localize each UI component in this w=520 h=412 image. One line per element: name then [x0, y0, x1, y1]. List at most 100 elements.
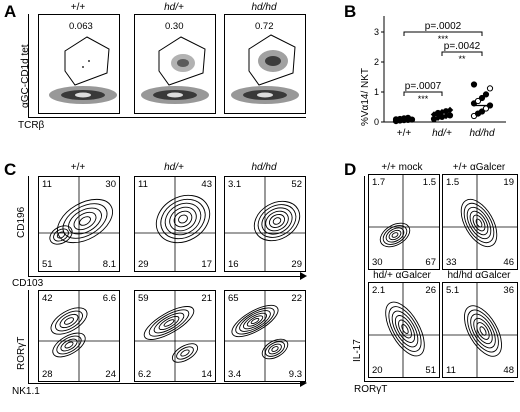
significance-bracket: [403, 91, 443, 96]
panel-a-title-2: hd/+: [164, 2, 184, 13]
quadrant-value-ul: 1.5: [446, 177, 460, 188]
data-point: [478, 108, 486, 115]
panel-c-bottom-yaxis: [28, 290, 29, 384]
quadrant-value-ur: 36: [503, 285, 514, 296]
panel-c-top-xaxis: [28, 276, 304, 277]
contour-graphic: [369, 175, 439, 269]
contour-graphic: [443, 175, 517, 269]
panel-d-xlabel: RORγT: [354, 384, 388, 395]
panel-letter-d: D: [344, 160, 357, 179]
contour-plot: 65 22 3.4 9.3: [224, 290, 306, 382]
quadrant-value-ul: 65: [228, 293, 239, 304]
quadrant-value-ur: 22: [291, 293, 302, 304]
quadrant-value-ur: 52: [291, 179, 302, 190]
contour-graphic: [135, 291, 215, 381]
contour-plot: 2.1 26 20 51: [368, 282, 440, 378]
flow-plot-a2: 0.30: [134, 14, 216, 114]
panel-c-bottom-ylabel: RORγT: [16, 336, 27, 370]
quadrant-value-lr: 67: [425, 257, 436, 268]
panel-d-header-1: +/+ mock: [381, 162, 423, 173]
panel-a-ylabel: αGC-CD1d tet: [20, 44, 31, 108]
quadrant-value-ur: 1.5: [422, 177, 436, 188]
quadrant-value-ul: 2.1: [372, 285, 386, 296]
quadrant-value-ll: 30: [372, 257, 383, 268]
quadrant-value-ul: 5.1: [446, 285, 460, 296]
contour-graphic: [225, 177, 305, 271]
quadrant-value-ur: 6.6: [102, 293, 116, 304]
arrow-icon: [300, 272, 307, 280]
quadrant-value-ur: 43: [201, 179, 212, 190]
gate-value: 0.30: [165, 21, 184, 32]
panel-a-yaxis: [28, 14, 29, 118]
data-point: [446, 106, 454, 114]
quadrant-value-ll: 20: [372, 365, 383, 376]
y-tick-label: 0: [374, 117, 379, 127]
quadrant-value-ul: 42: [42, 293, 53, 304]
panel-letter-b: B: [344, 2, 357, 21]
x-tick-label: hd/+: [432, 128, 452, 139]
quadrant-value-ll: 11: [446, 365, 456, 376]
panel-a-title-1: +/+: [70, 2, 86, 13]
p-value-label: p=.0042: [444, 41, 481, 52]
contour-graphic: [369, 283, 439, 377]
contour-plot: 5.1 36 11 48: [442, 282, 518, 378]
significance-bracket: [403, 31, 483, 36]
contour-graphic: [135, 177, 215, 271]
significance-stars: **: [458, 54, 466, 64]
flow-plot-a3: 0.72: [224, 14, 306, 114]
panel-d-header-3: hd/+ αGalcer: [373, 270, 431, 281]
quadrant-value-ul: 59: [138, 293, 149, 304]
y-tick-label: 1: [374, 87, 379, 97]
panel-d-header-2: +/+ αGalcer: [452, 162, 506, 173]
data-point: [478, 94, 486, 102]
panel-a-title-3: hd/hd: [251, 2, 277, 13]
x-tick-label: +/+: [397, 128, 412, 139]
quadrant-value-lr: 8.1: [102, 259, 116, 270]
panel-a-xaxis: [28, 117, 306, 118]
quadrant-value-ul: 1.7: [372, 177, 386, 188]
quadrant-value-ur: 21: [201, 293, 212, 304]
contour-graphic: [225, 291, 305, 381]
panel-letter-a: A: [4, 2, 17, 21]
quadrant-value-ll: 28: [42, 369, 53, 380]
quadrant-value-ll: 29: [138, 259, 149, 270]
flow-density-graphic: [49, 36, 117, 104]
quadrant-value-ul: 11: [138, 179, 148, 190]
quadrant-value-lr: 14: [201, 369, 212, 380]
contour-graphic: [39, 177, 119, 271]
panel-d-xaxis: [364, 381, 514, 382]
significance-bracket: [441, 51, 483, 56]
p-value-label: p=.0007: [405, 81, 442, 92]
panel-c-bottom-xlabel: NK1.1: [12, 386, 40, 397]
y-tick-label: 3: [374, 27, 379, 37]
panel-c-bottom-xaxis: [28, 383, 304, 384]
quadrant-value-lr: 9.3: [288, 369, 302, 380]
contour-plot: 1.5 19 33 46: [442, 174, 518, 270]
data-point: [486, 85, 494, 92]
flow-density-graphic: [141, 36, 209, 104]
quadrant-value-ur: 19: [503, 177, 514, 188]
quadrant-value-ll: 33: [446, 257, 457, 268]
quadrant-value-ll: 3.4: [228, 369, 242, 380]
panel-c-top-xlabel: CD103: [12, 278, 44, 289]
contour-graphic: [39, 291, 119, 381]
significance-stars: ***: [438, 34, 449, 44]
quadrant-value-ul: 3.1: [228, 179, 242, 190]
contour-plot: 59 21 6.2 14: [134, 290, 216, 382]
panel-d-yaxis: [364, 176, 365, 382]
quadrant-value-lr: 46: [503, 257, 514, 268]
contour-graphic: [443, 283, 517, 377]
panel-c-header-3: hd/hd: [251, 162, 277, 173]
quadrant-value-ll: 6.2: [138, 369, 152, 380]
y-tick-label: 2: [374, 57, 379, 67]
panel-c-top-ylabel: CD196: [16, 206, 27, 238]
quadrant-value-ll: 16: [228, 259, 239, 270]
arrow-icon: [300, 379, 307, 387]
contour-plot: 11 30 51 8.1: [38, 176, 120, 272]
quadrant-value-lr: 17: [201, 259, 212, 270]
significance-stars: ***: [418, 94, 429, 104]
panel-d-header-4: hd/hd αGalcer: [447, 270, 511, 281]
quadrant-value-ll: 51: [42, 259, 53, 270]
x-tick-label: hd/hd: [469, 128, 494, 139]
